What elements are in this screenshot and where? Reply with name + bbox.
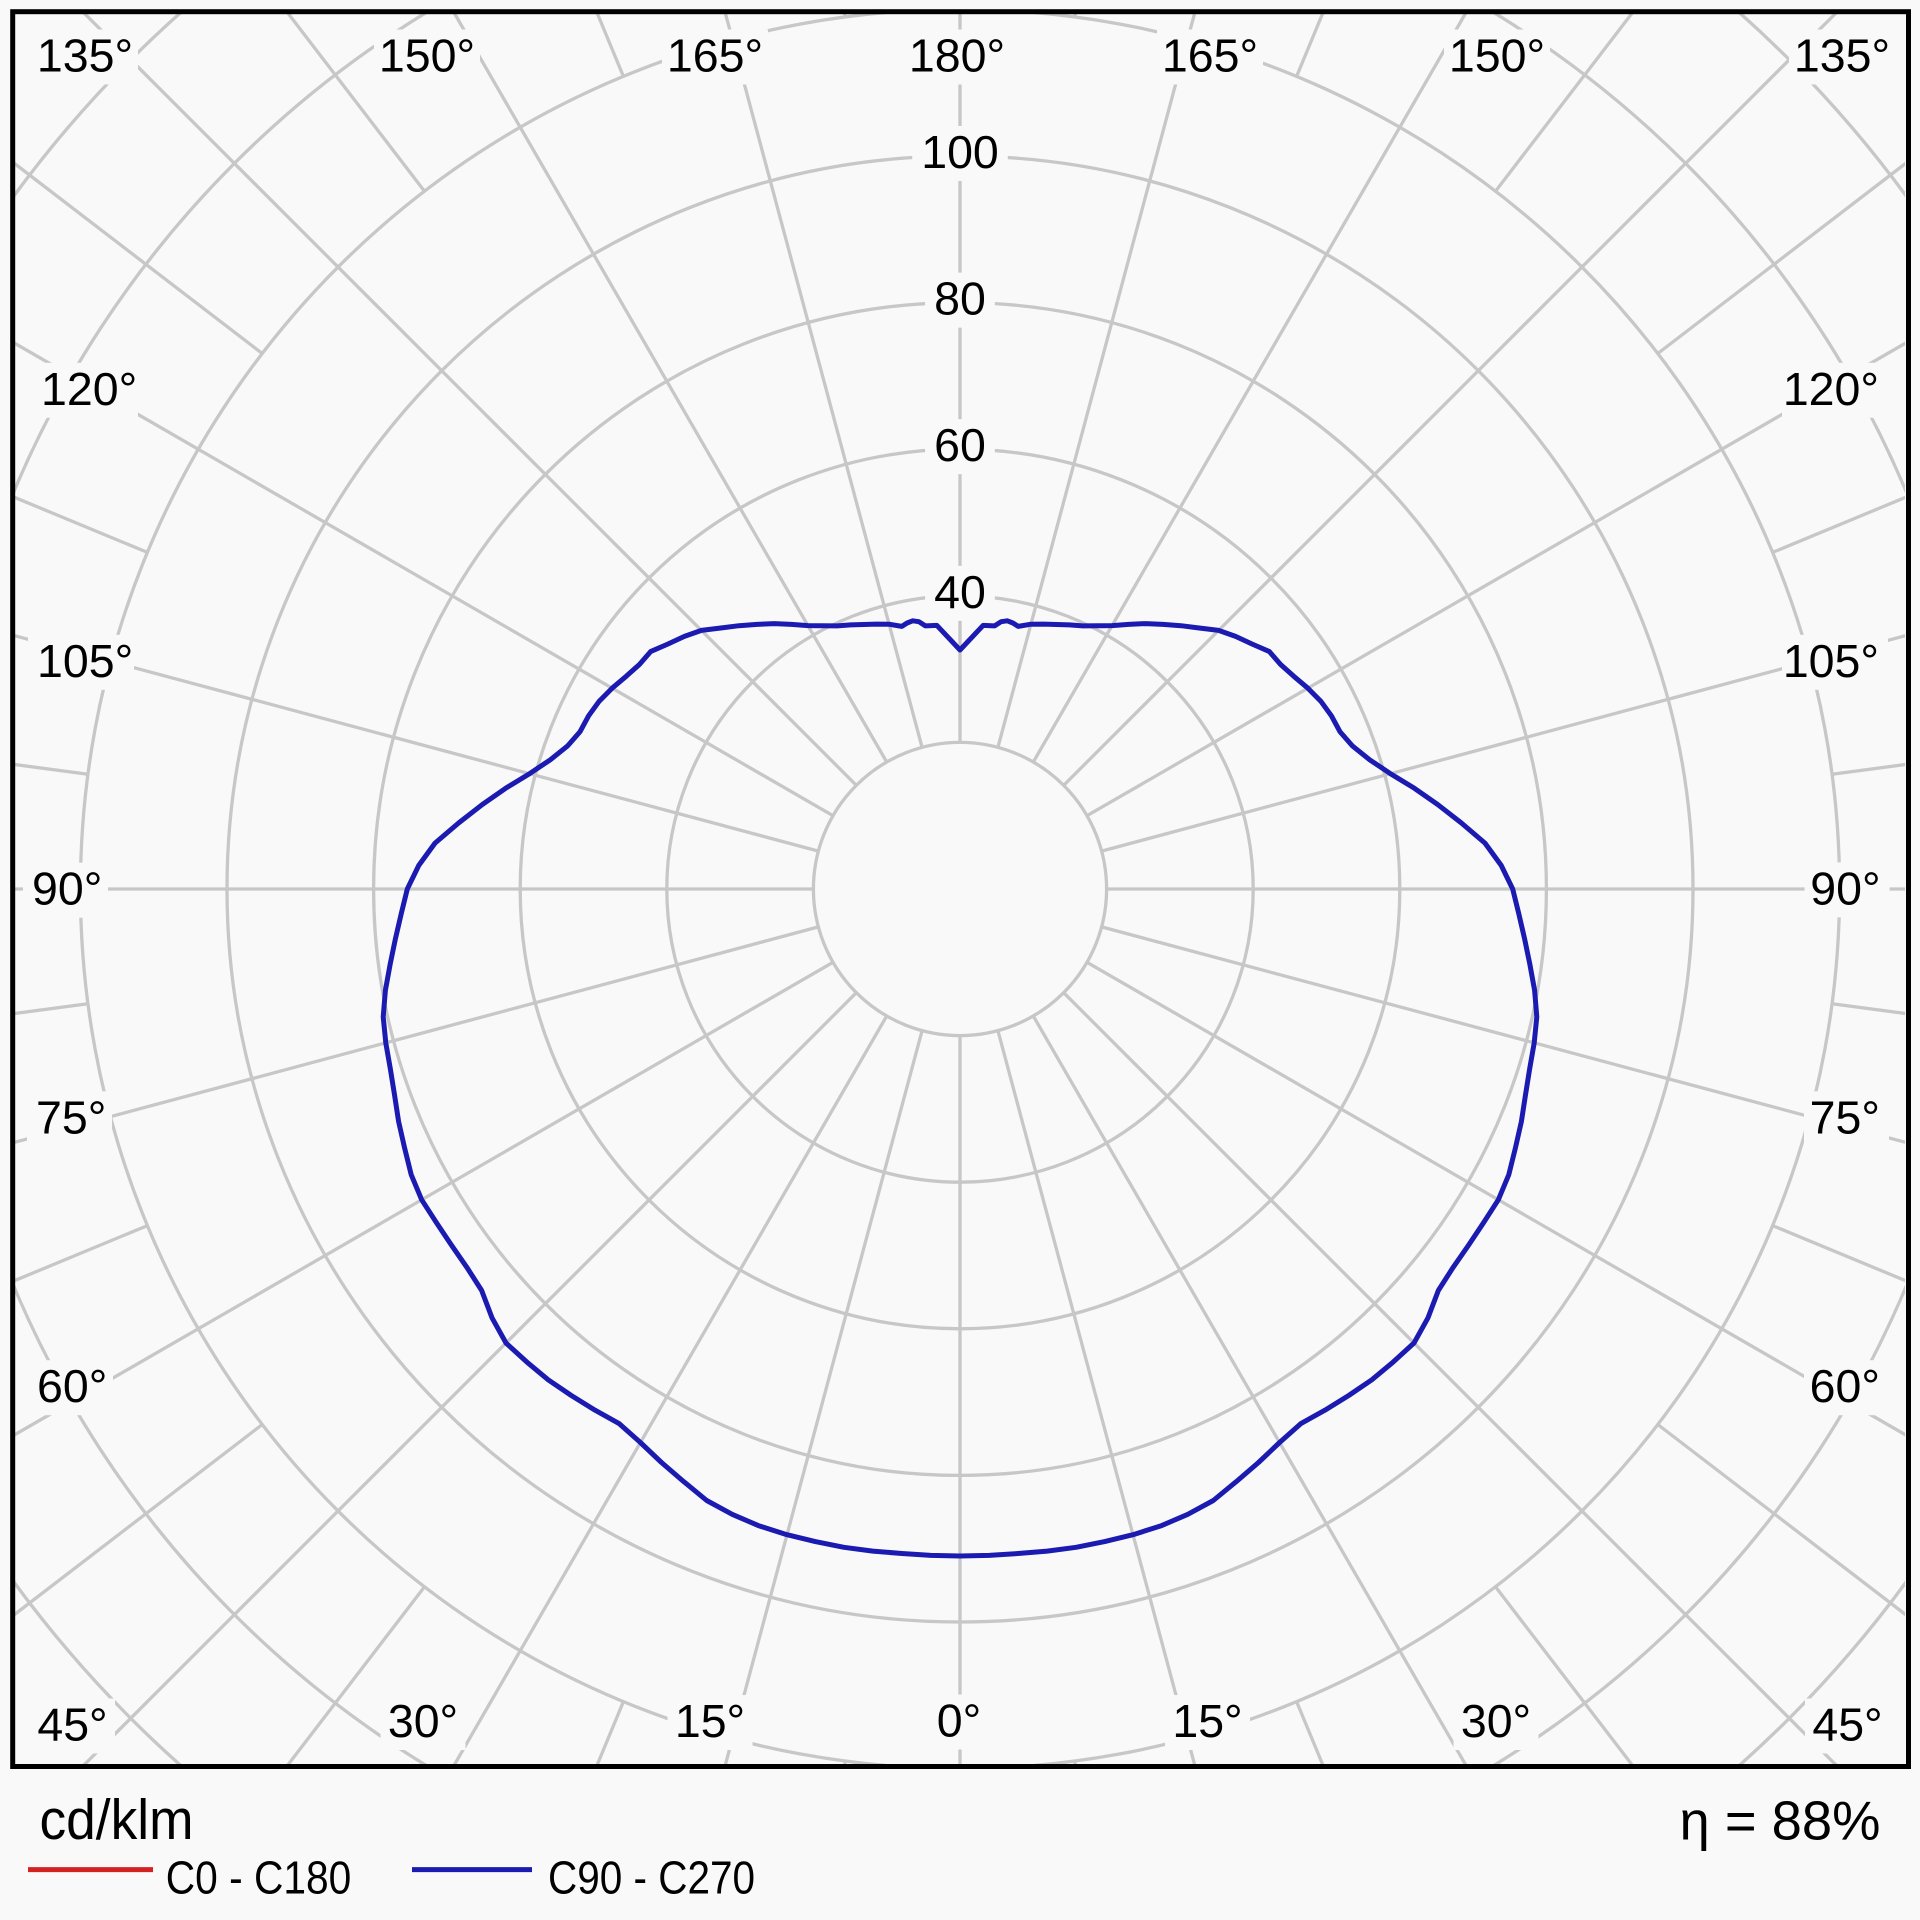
svg-text:165°: 165°	[667, 30, 763, 82]
svg-text:15°: 15°	[1172, 1695, 1242, 1747]
svg-text:80: 80	[934, 273, 986, 325]
svg-text:150°: 150°	[379, 30, 475, 82]
svg-text:30°: 30°	[1461, 1695, 1531, 1747]
svg-text:105°: 105°	[1783, 635, 1879, 687]
svg-text:45°: 45°	[37, 1699, 107, 1751]
svg-text:C0 - C180: C0 - C180	[166, 1852, 351, 1904]
svg-text:165°: 165°	[1162, 30, 1258, 82]
svg-text:cd/klm: cd/klm	[40, 1788, 194, 1851]
svg-text:105°: 105°	[37, 635, 133, 687]
svg-text:75°: 75°	[1810, 1091, 1880, 1143]
svg-text:75°: 75°	[36, 1091, 106, 1143]
svg-text:C90 - C270: C90 - C270	[548, 1852, 755, 1904]
svg-text:60: 60	[934, 419, 986, 471]
svg-text:135°: 135°	[37, 30, 133, 82]
svg-text:30°: 30°	[388, 1695, 458, 1747]
svg-text:120°: 120°	[41, 363, 137, 415]
svg-text:180°: 180°	[909, 30, 1005, 82]
svg-text:150°: 150°	[1449, 30, 1545, 82]
svg-text:90°: 90°	[32, 863, 102, 915]
svg-text:120°: 120°	[1783, 363, 1879, 415]
svg-text:0°: 0°	[937, 1695, 981, 1747]
svg-text:η = 88%: η = 88%	[1680, 1790, 1881, 1852]
svg-text:15°: 15°	[675, 1695, 745, 1747]
svg-text:60°: 60°	[1810, 1360, 1880, 1412]
svg-text:60°: 60°	[37, 1360, 107, 1412]
svg-text:90°: 90°	[1810, 862, 1880, 914]
svg-text:45°: 45°	[1812, 1699, 1882, 1751]
svg-text:135°: 135°	[1794, 30, 1890, 82]
svg-text:100: 100	[921, 126, 999, 178]
svg-text:40: 40	[934, 566, 986, 618]
